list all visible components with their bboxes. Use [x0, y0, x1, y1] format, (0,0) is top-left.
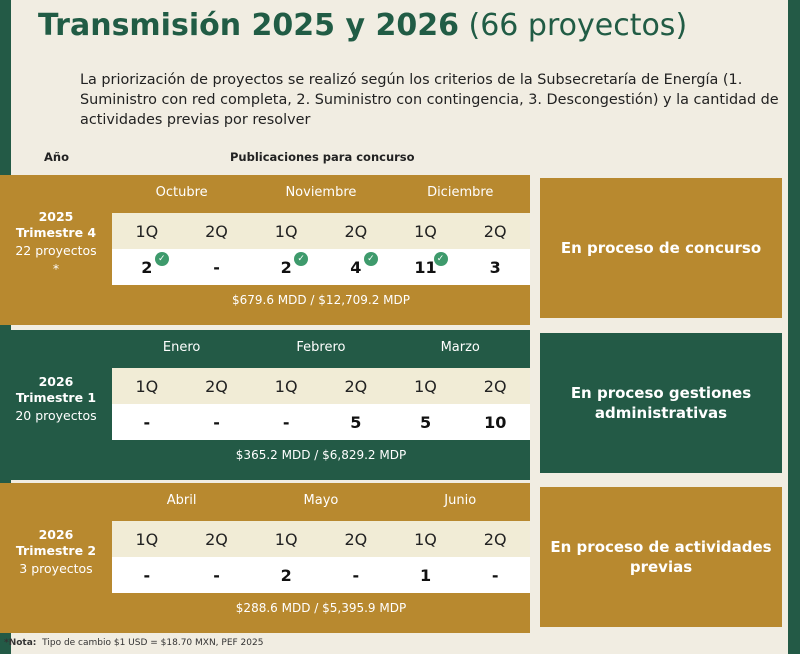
amount-text: $679.6 MDD / $12,709.2 MDP	[231, 293, 411, 307]
publications-column-header: Publicaciones para concurso	[230, 150, 415, 164]
value-cell: 5	[350, 412, 362, 432]
quincena-row: 1Q 2Q 1Q 2Q 1Q 2Q	[112, 213, 530, 249]
page-title: Transmisión 2025 y 2026 (66 proyectos)	[38, 8, 687, 43]
value-cell: 3	[489, 257, 501, 277]
month-row: Octubre Noviembre Diciembre	[112, 185, 530, 200]
value-cell: 1	[419, 565, 432, 585]
quincena-label: 1Q	[414, 529, 437, 549]
month-label: Marzo	[440, 340, 480, 355]
period-count: 3 proyectos	[19, 561, 93, 576]
amount-text: $365.2 MDD / $6,829.2 MDP	[235, 448, 407, 462]
right-edge-band	[788, 0, 800, 654]
left-edge-band	[0, 0, 11, 654]
month-label: Diciembre	[427, 185, 494, 200]
quincena-label: 1Q	[135, 376, 159, 396]
status-box: En proceso gestiones administrativas	[540, 333, 782, 473]
value-cell: -	[282, 412, 290, 432]
period-band-2026-t2: 2026 Trimestre 2 3 proyectos Abril Mayo …	[0, 483, 530, 633]
year-column-header: Año	[44, 150, 69, 164]
quincena-row: 1Q 2Q 1Q 2Q 1Q 2Q	[112, 521, 530, 557]
quincena-label: 1Q	[135, 221, 159, 241]
month-label: Noviembre	[285, 185, 357, 200]
value-cell: 5	[419, 412, 432, 432]
quincena-label: 1Q	[414, 376, 437, 396]
value-cell: 11 ✓	[391, 249, 461, 285]
quincena-label: 1Q	[274, 376, 298, 396]
period-label: 2025 Trimestre 4 22 proyectos *	[0, 209, 112, 277]
check-circle-icon: ✓	[154, 252, 169, 266]
month-label: Abril	[166, 493, 197, 508]
period-year: 2026	[38, 374, 74, 389]
intro-text: La priorización de proyectos se realizó …	[80, 72, 779, 128]
period-year: 2026	[38, 527, 74, 542]
quincena-label: 2Q	[344, 529, 368, 549]
quincena-label: 1Q	[414, 221, 437, 241]
amount-text: $288.6 MDD / $5,395.9 MDP	[235, 601, 407, 615]
value-cell: -	[213, 257, 220, 277]
value-cell: 10	[484, 412, 507, 432]
value-row: - - - 5 5 10	[112, 404, 530, 440]
value-cell: 2 ✓	[112, 249, 182, 285]
month-label: Febrero	[296, 340, 346, 355]
month-row: Abril Mayo Junio	[112, 493, 530, 508]
quincena-label: 2Q	[483, 376, 507, 396]
period-year: 2025	[38, 209, 74, 224]
period-band-2026-t1: 2026 Trimestre 1 20 proyectos Enero Febr…	[0, 330, 530, 480]
period-band-2025-t4: 2025 Trimestre 4 22 proyectos * Octubre …	[0, 175, 530, 325]
value-row: 2 ✓ - 2 ✓ 4 ✓ 11 ✓ 3	[112, 249, 530, 285]
period-quarter: Trimestre 4	[15, 225, 97, 240]
month-label: Mayo	[303, 493, 339, 508]
month-row: Enero Febrero Marzo	[112, 340, 530, 355]
period-quarter: Trimestre 1	[15, 390, 97, 405]
month-label: Junio	[444, 493, 477, 508]
quincena-label: 2Q	[205, 529, 228, 549]
footnote-text: Tipo de cambio $1 USD = $18.70 MXN, PEF …	[42, 638, 264, 648]
value-cell: -	[213, 565, 220, 585]
quincena-label: 2Q	[344, 376, 368, 396]
quincena-label: 2Q	[344, 221, 368, 241]
quincena-label: 2Q	[205, 376, 228, 396]
period-quarter: Trimestre 2	[15, 543, 97, 558]
status-box: En proceso de actividades previas	[540, 487, 782, 627]
quincena-label: 2Q	[483, 529, 507, 549]
check-circle-icon: ✓	[294, 252, 309, 266]
period-count: 22 proyectos	[15, 243, 97, 258]
quincena-row: 1Q 2Q 1Q 2Q 1Q 2Q	[112, 368, 530, 404]
value-row: - - 2 - 1 -	[112, 557, 530, 593]
value-cell: 2 ✓	[251, 249, 321, 285]
period-label: 2026 Trimestre 2 3 proyectos	[0, 527, 112, 577]
check-circle-icon: ✓	[433, 252, 448, 266]
quincena-label: 1Q	[274, 221, 298, 241]
quincena-label: 2Q	[205, 221, 228, 241]
value-cell: -	[491, 565, 499, 585]
month-label: Enero	[162, 340, 201, 355]
quincena-label: 1Q	[135, 529, 159, 549]
period-label: 2026 Trimestre 1 20 proyectos	[0, 374, 112, 424]
quincena-label: 2Q	[483, 221, 507, 241]
value-cell: -	[352, 565, 360, 585]
period-asterisk: *	[52, 261, 60, 276]
value-cell: -	[143, 412, 151, 432]
title-bold: Transmisión 2025 y 2026	[38, 8, 459, 43]
value-cell: -	[213, 412, 220, 432]
footnote: *Nota: Tipo de cambio $1 USD = $18.70 MX…	[4, 638, 263, 648]
footnote-label: *Nota:	[4, 638, 37, 648]
value-cell: -	[143, 565, 151, 585]
value-cell: 4 ✓	[321, 249, 391, 285]
value-cell: 2	[280, 565, 292, 585]
title-rest: (66 proyectos)	[468, 8, 688, 43]
status-box: En proceso de concurso	[540, 178, 782, 318]
check-circle-icon: ✓	[363, 252, 378, 266]
month-label: Octubre	[155, 185, 208, 200]
quincena-label: 1Q	[274, 529, 298, 549]
period-count: 20 proyectos	[15, 408, 97, 423]
